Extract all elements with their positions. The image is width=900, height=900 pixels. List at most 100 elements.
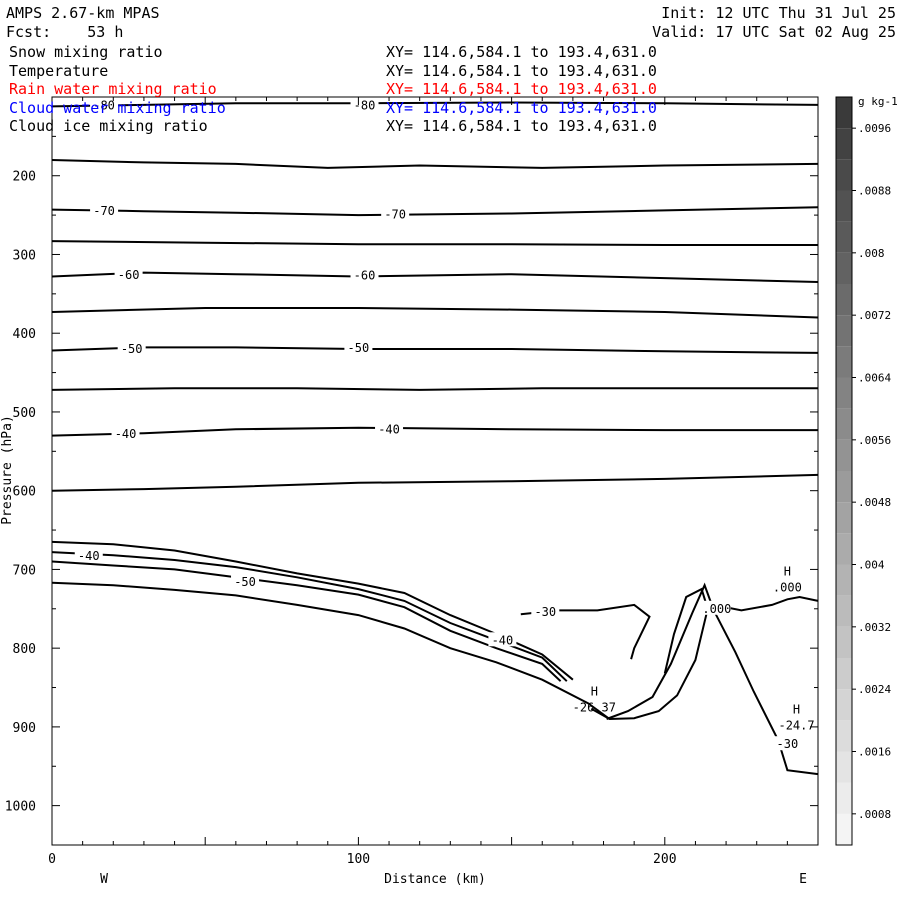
contour-line — [51, 240, 818, 246]
colorbar-label: .0072 — [858, 309, 891, 322]
y-axis-label: Pressure (hPa) — [0, 415, 15, 525]
y-tick-label: 300 — [13, 248, 36, 263]
contour-label-bg — [90, 97, 119, 112]
contour-label-bg — [381, 206, 410, 221]
contour-line — [51, 159, 819, 169]
y-tick-label: 500 — [13, 406, 36, 421]
colorbar-unit: g kg-1 — [858, 95, 898, 108]
colorbar-label: .0016 — [858, 746, 891, 759]
colorbar-segment — [836, 471, 852, 503]
contour-label-bg — [111, 425, 140, 440]
field-name: Snow mixing ratio — [9, 43, 163, 61]
colorbar-segment — [836, 502, 852, 534]
contour-line — [51, 473, 819, 492]
contour-label: -60 — [354, 269, 376, 283]
colorbar-segment — [836, 190, 852, 222]
colorbar-label: .0032 — [858, 621, 891, 634]
field-xy-range: XY= 114.6,584.1 to 193.4,631.0 — [386, 61, 657, 80]
contour-label: -70 — [384, 207, 406, 221]
field-name: Temperature — [9, 61, 109, 80]
contour-line — [51, 307, 819, 319]
contour-label-bg — [702, 600, 731, 615]
colorbar-label: .0056 — [858, 434, 891, 447]
contour-label: -50 — [348, 341, 370, 355]
contour-label-bg — [531, 603, 560, 618]
field-xy-range: XY= 114.6,584.1 to 193.4,631.0 — [386, 80, 657, 98]
contour-label: -80 — [354, 99, 376, 113]
extremum-value: -24.7 — [778, 719, 814, 733]
contour-label-bg — [350, 267, 379, 282]
colorbar-segment — [836, 346, 852, 378]
contour-line — [51, 387, 818, 391]
contour-label: -60 — [118, 268, 140, 282]
contour-line — [51, 346, 819, 354]
colorbar-segment — [836, 720, 852, 752]
contour-label-bg — [773, 736, 802, 751]
colorbar-segment — [836, 97, 852, 129]
contour-label-bg — [90, 203, 119, 218]
field-name: Rain water mixing ratio — [9, 80, 217, 98]
contour-label: -30 — [777, 737, 799, 751]
contour-line — [590, 587, 709, 721]
colorbar-segment — [836, 315, 852, 347]
contour-label: -40 — [378, 422, 400, 436]
extremum-value: .000 — [773, 581, 802, 595]
contour-label-bg — [350, 97, 379, 112]
colorbar-segment — [836, 128, 852, 160]
contour-line — [51, 426, 818, 437]
contour-label: -40 — [492, 633, 514, 647]
y-tick-label: 1000 — [5, 800, 36, 815]
field-xy-range: XY= 114.6,584.1 to 193.4,631.0 — [386, 117, 657, 135]
y-tick-label: 700 — [13, 563, 36, 578]
plot-frame — [51, 96, 819, 846]
contour-line — [51, 271, 819, 283]
contour-lines — [51, 101, 819, 776]
contour-label: -50 — [234, 575, 256, 589]
colorbar-segment — [836, 377, 852, 409]
contour-labels: -80 -80 -70 -70 -60 -60 -50 -50 -40 -40 -40 -50 -40 -… — [74, 97, 815, 751]
contour-line — [51, 551, 568, 682]
contour-label-bg — [231, 574, 260, 589]
colorbar-segment — [836, 252, 852, 284]
contour-label-bg — [375, 421, 404, 436]
contour-label: .000 — [702, 602, 731, 616]
x-axis-label: Distance (km) — [384, 872, 486, 887]
contour-label: -40 — [78, 549, 100, 563]
colorbar-segment — [836, 439, 852, 471]
field-xy-range: XY= 114.6,584.1 to 193.4,631.0 — [386, 43, 657, 61]
x-tick-label: 200 — [653, 852, 676, 867]
extremum-value: -26.37 — [573, 700, 616, 714]
y-tick-label: 800 — [13, 642, 36, 657]
colorbar-label: .0064 — [858, 372, 891, 385]
model-title: AMPS 2.67-km MPAS — [6, 4, 160, 22]
x-tick-label: 100 — [347, 852, 370, 867]
colorbar-segment — [836, 408, 852, 440]
colorbar-label: .0088 — [858, 185, 891, 198]
field-name: Cloud ice mixing ratio — [9, 117, 208, 135]
colorbar-segment — [836, 689, 852, 721]
contour-label: -70 — [93, 204, 115, 218]
y-tick-label: 200 — [13, 170, 36, 185]
colorbar-frame — [835, 96, 853, 846]
contour-label: -30 — [534, 605, 556, 619]
colorbar-label: .008 — [858, 247, 885, 260]
colorbar-label: .0024 — [858, 683, 891, 696]
y-tick-label: 900 — [13, 721, 36, 736]
colorbar-label: .004 — [858, 559, 885, 572]
extremum-marker: H — [591, 684, 598, 698]
y-tick-label: 600 — [13, 485, 36, 500]
colorbar-segment — [836, 626, 852, 658]
colorbar-segment — [836, 284, 852, 316]
contour-label-bg — [488, 632, 517, 647]
colorbar-segment — [836, 159, 852, 191]
forecast-hour: Fcst: 53 h — [6, 23, 124, 41]
colorbar-segment — [836, 221, 852, 253]
colorbar-segment — [836, 751, 852, 783]
contour-label: -50 — [121, 342, 143, 356]
extremum-marker: H — [793, 703, 800, 717]
colorbar-segment — [836, 658, 852, 690]
contour-label-bg — [117, 340, 146, 355]
colorbar-segment — [836, 782, 852, 814]
colorbar-segment — [836, 564, 852, 596]
